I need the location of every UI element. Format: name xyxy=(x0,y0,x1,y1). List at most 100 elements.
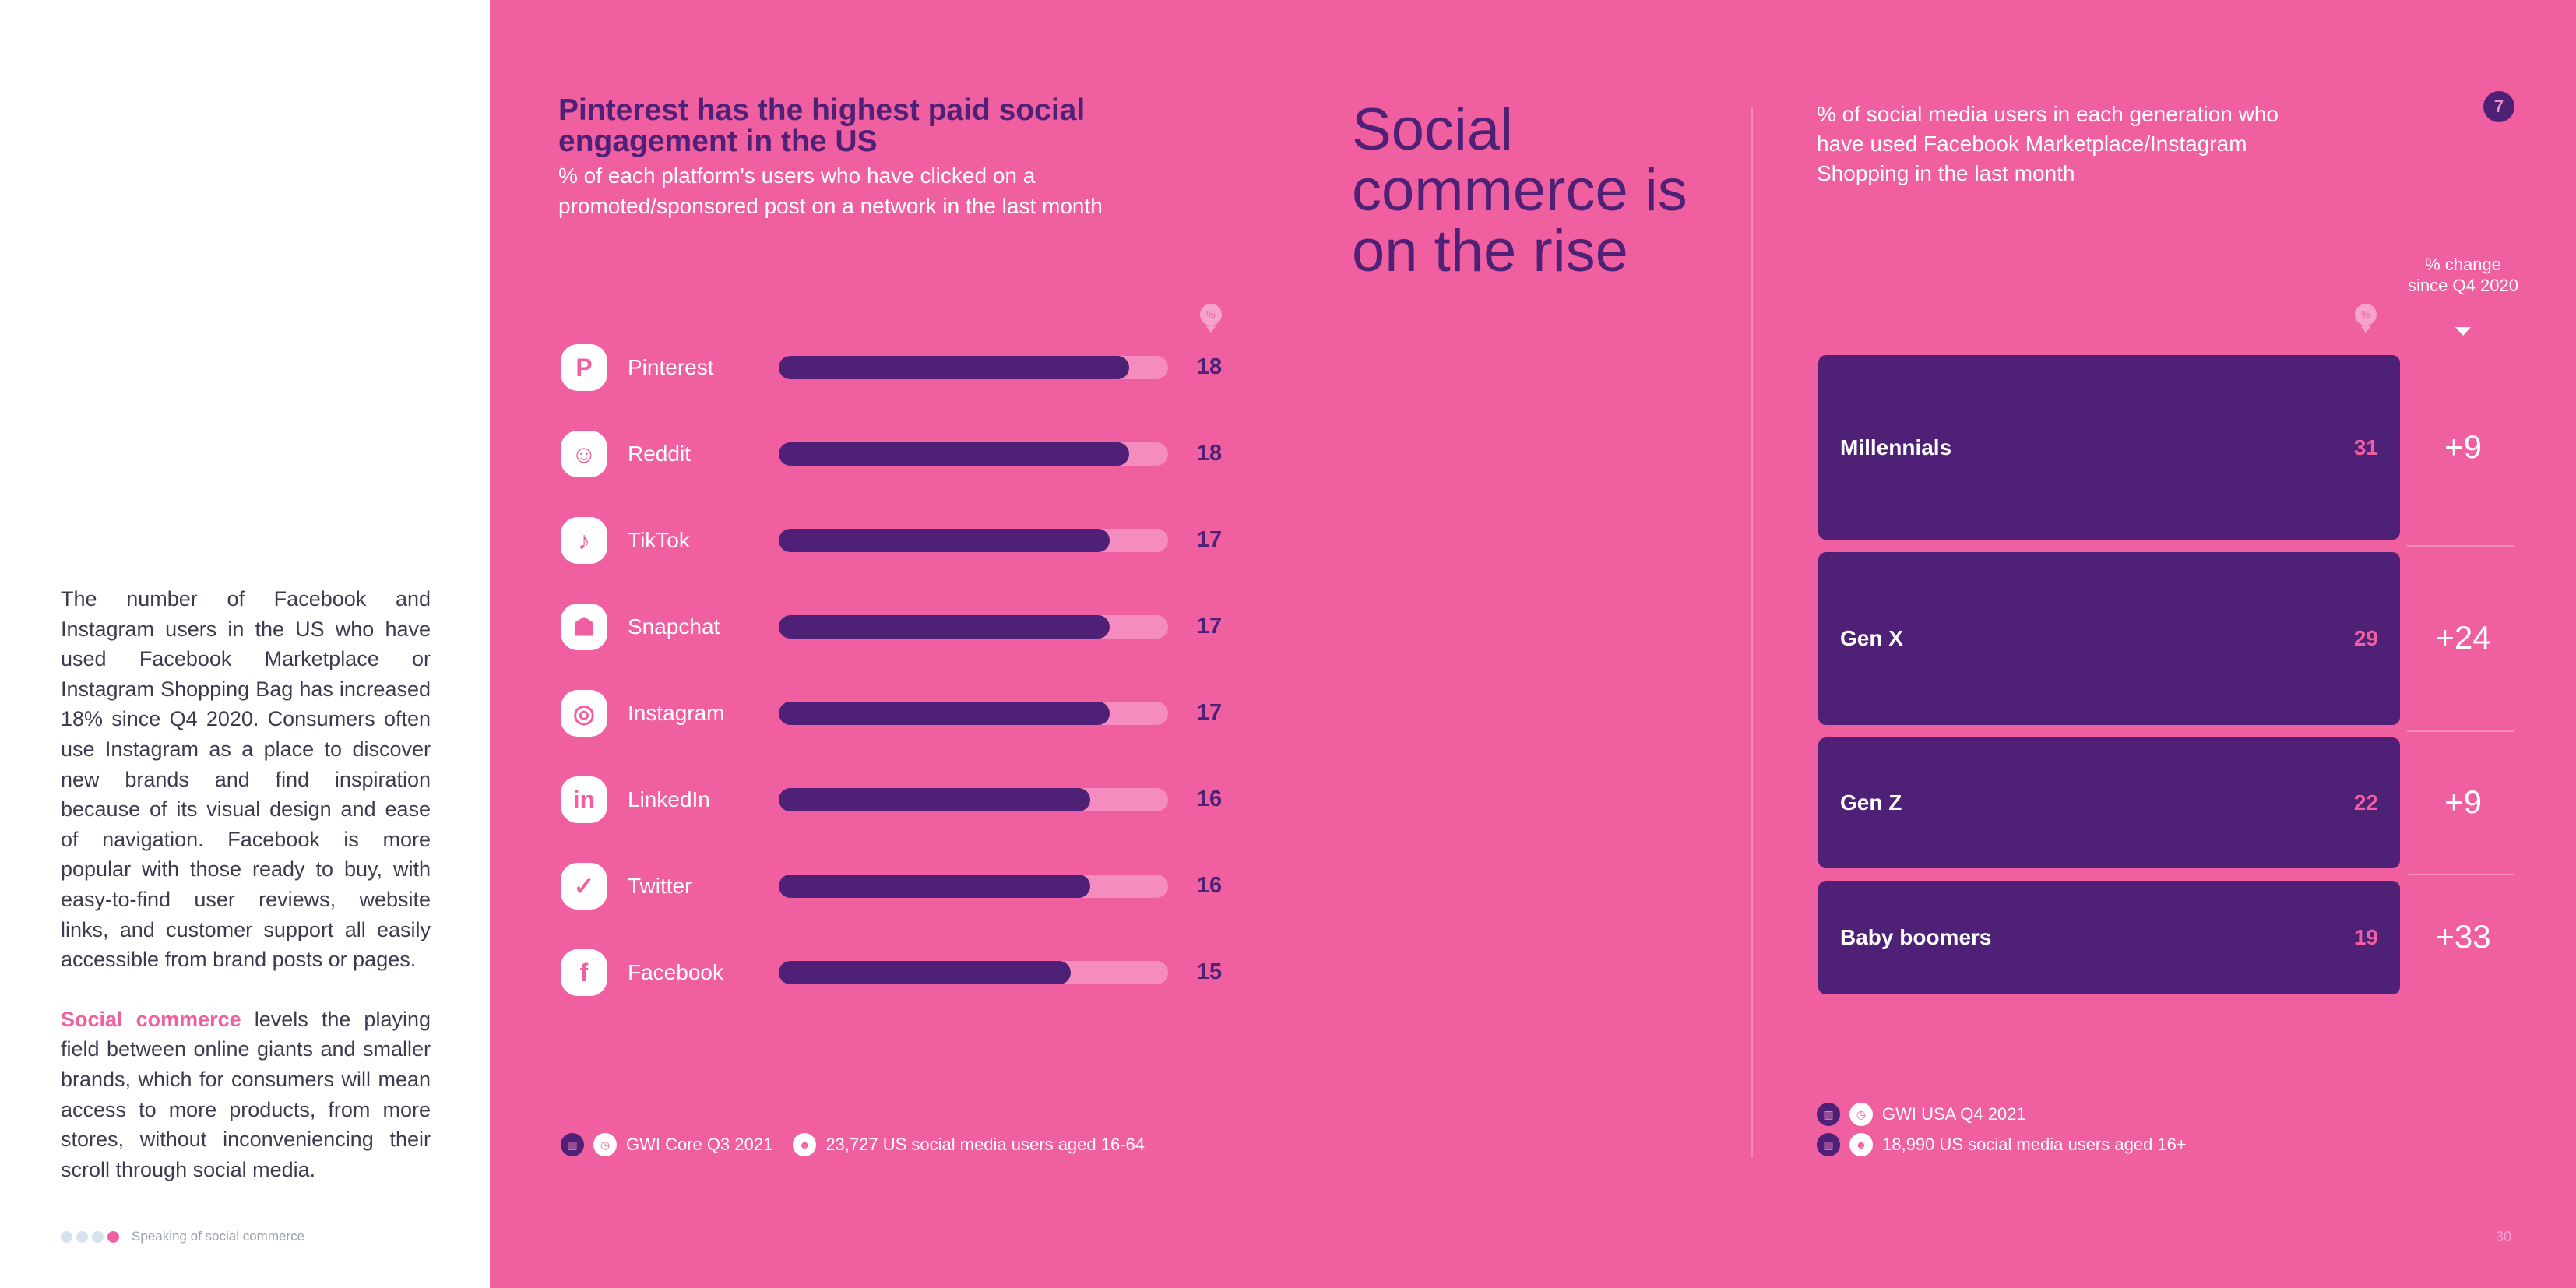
paragraph-2: Social commerce levels the playing field… xyxy=(61,1005,431,1185)
bar xyxy=(779,961,1071,984)
bar-row: ✓ Twitter 16 xyxy=(561,863,1230,910)
paragraph-1: The number of Facebook and Instagram use… xyxy=(61,587,431,972)
highlight-text: Social commerce xyxy=(61,1007,241,1031)
bar-row: ☺ Reddit 18 xyxy=(561,431,1230,477)
base-line-2: ▥ ☻ 18,990 US social media users aged 16… xyxy=(1817,1133,2187,1156)
bar-track xyxy=(779,875,1168,898)
chart-number-badge: 7 xyxy=(2483,91,2514,122)
bar xyxy=(779,702,1110,725)
bar-value: 17 xyxy=(1196,614,1223,639)
bar-label: Facebook xyxy=(628,960,723,984)
pinterest-icon: P xyxy=(561,344,607,391)
bar-label: Baby boomers xyxy=(1840,924,1992,949)
percent-icon: % xyxy=(1200,304,1222,333)
page-number: 30 xyxy=(2496,1229,2512,1244)
base-text: 23,727 US social media users aged 16-64 xyxy=(825,1135,1145,1154)
source-line: ▥ ◷ GWI Core Q3 2021 ☻ 23,727 US social … xyxy=(561,1133,1145,1156)
percent-icon: % xyxy=(2355,304,2377,333)
chart-subtitle-2: % of social media users in each generati… xyxy=(1817,102,2279,185)
bar-row: P Pinterest 18 xyxy=(561,344,1230,391)
source-line-2: ▥ ◷ GWI USA Q4 2021 xyxy=(1817,1103,2026,1126)
chart-icon: ▥ xyxy=(1817,1103,1840,1126)
section-title: Social commerce is on the rise xyxy=(1352,97,1687,284)
progress-dot xyxy=(76,1231,88,1243)
bar-track xyxy=(779,961,1168,984)
bar xyxy=(779,788,1090,811)
row-separator xyxy=(2407,545,2514,547)
bar-track xyxy=(779,702,1168,725)
source-text: GWI USA Q4 2021 xyxy=(1882,1104,2026,1124)
chart-title: Pinterest has the highest paid social en… xyxy=(558,93,1086,158)
paragraph-2-text: levels the playing field between online … xyxy=(61,1007,431,1181)
bar-value: 19 xyxy=(2353,924,2378,949)
section-footer: Speaking of social commerce xyxy=(132,1229,305,1244)
bar-value: 16 xyxy=(1196,873,1223,898)
bar-label: Gen Z xyxy=(1840,790,1902,815)
progress-dot xyxy=(61,1231,72,1243)
change-value: +9 xyxy=(2444,783,2482,821)
bar-value: 15 xyxy=(1196,959,1223,984)
progress-dots xyxy=(61,1231,119,1243)
bar-track xyxy=(779,442,1168,466)
clock-icon: ◷ xyxy=(593,1133,617,1156)
change-value: +9 xyxy=(2444,428,2482,465)
bar xyxy=(779,356,1129,379)
arrow-down-icon xyxy=(2455,327,2471,336)
facebook-icon: f xyxy=(561,949,607,996)
clock-icon: ◷ xyxy=(1849,1103,1873,1126)
bar: Gen X 29 xyxy=(1818,552,2400,725)
bar-value: 18 xyxy=(1196,441,1223,466)
users-icon: ☻ xyxy=(793,1133,817,1156)
bar xyxy=(779,442,1129,466)
chart-icon: ▥ xyxy=(1817,1133,1840,1156)
bar-label: Instagram xyxy=(628,701,725,725)
twitter-icon: ✓ xyxy=(561,863,607,910)
tiktok-icon: ♪ xyxy=(561,517,607,564)
bar-label: TikTok xyxy=(628,528,690,552)
bar-value: 17 xyxy=(1196,700,1223,725)
bar xyxy=(779,529,1110,552)
bar: Gen Z 22 xyxy=(1818,737,2400,869)
users-icon: ☻ xyxy=(1849,1133,1873,1156)
bar-label: LinkedIn xyxy=(628,787,710,811)
bar-row: ◎ Instagram 17 xyxy=(561,690,1230,737)
bar-track xyxy=(779,615,1168,639)
row-separator xyxy=(2407,874,2514,876)
divider xyxy=(1751,107,1753,1158)
bar-row: in LinkedIn 16 xyxy=(561,776,1230,823)
sidebar-panel xyxy=(0,0,490,1288)
bar-label: Millennials xyxy=(1840,435,1952,459)
bar-value: 17 xyxy=(1196,527,1223,552)
body-text: The number of Facebook and Instagram use… xyxy=(61,584,431,1214)
bar-track xyxy=(779,788,1168,811)
bar xyxy=(779,875,1090,898)
bar-value: 18 xyxy=(1196,354,1223,379)
bar: Baby boomers 19 xyxy=(1818,881,2400,994)
bar-row: ♪ TikTok 17 xyxy=(561,517,1230,564)
bar-label: Pinterest xyxy=(628,355,714,379)
bar-row: f Facebook 15 xyxy=(561,949,1230,996)
change-value: +33 xyxy=(2435,917,2491,955)
instagram-icon: ◎ xyxy=(561,690,607,737)
bar-value: 29 xyxy=(2353,626,2378,651)
bar-value: 31 xyxy=(2353,435,2378,459)
progress-dot-active xyxy=(107,1231,119,1243)
change-value: +24 xyxy=(2435,619,2491,656)
chart-subtitle: % of each platform's users who have clic… xyxy=(558,164,1103,218)
snapchat-icon: ☗ xyxy=(561,604,607,650)
bar-track xyxy=(779,529,1168,552)
change-header: % change since Q4 2020 xyxy=(2408,255,2518,295)
chart-icon: ▥ xyxy=(561,1133,584,1156)
bar-label: Reddit xyxy=(628,442,691,466)
bar: Millennials 31 xyxy=(1818,355,2400,540)
bar-label: Snapchat xyxy=(628,614,720,639)
bar xyxy=(779,615,1110,639)
bar-row: ☗ Snapchat 17 xyxy=(561,604,1230,650)
progress-dot xyxy=(92,1231,104,1243)
row-separator xyxy=(2407,730,2514,732)
source-text: GWI Core Q3 2021 xyxy=(626,1135,773,1154)
base-text: 18,990 US social media users aged 16+ xyxy=(1882,1135,2187,1154)
reddit-icon: ☺ xyxy=(561,431,607,477)
bar-value: 16 xyxy=(1196,787,1223,811)
bar-value: 22 xyxy=(2353,790,2378,815)
